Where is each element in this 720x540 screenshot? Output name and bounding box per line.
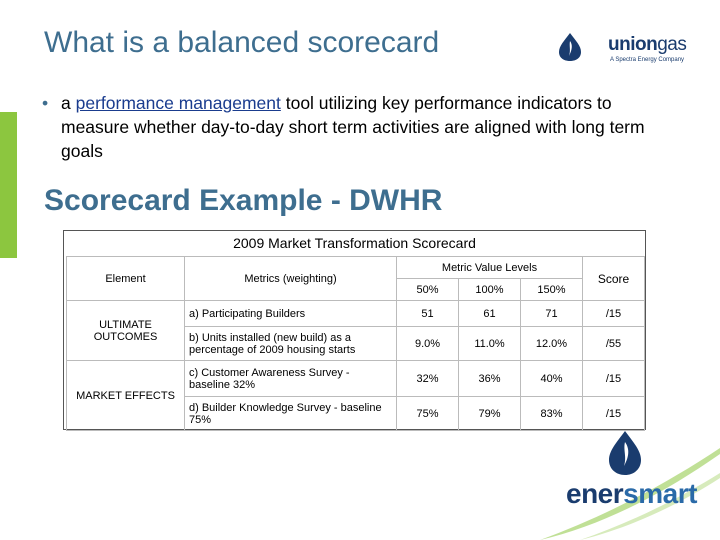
header-metric-value-levels: Metric Value Levels	[396, 256, 583, 279]
group-market-effects: MARKET EFFECTS	[66, 360, 185, 431]
smart-text: smart	[623, 478, 697, 509]
performance-management-link[interactable]: performance management	[75, 93, 281, 113]
bullet-dot: •	[42, 93, 49, 113]
value-150-cell: 12.0%	[520, 326, 583, 361]
section-subtitle: Scorecard Example - DWHR	[44, 184, 443, 217]
flame-drop-icon	[559, 33, 581, 61]
flame-drop-icon	[609, 431, 641, 475]
metric-cell: c) Customer Awareness Survey - baseline …	[184, 360, 397, 397]
union-text: union	[608, 34, 658, 55]
header-level-50: 50%	[396, 278, 459, 301]
value-50-cell: 75%	[396, 396, 459, 431]
scorecard-panel: 2009 Market Transformation Scorecard Ele…	[63, 230, 646, 431]
value-150-cell: 83%	[520, 396, 583, 431]
table-row: ULTIMATE OUTCOMES a) Participating Build…	[66, 300, 645, 361]
scorecard-table: Element Metrics (weighting) Metric Value…	[66, 256, 645, 431]
score-cell: /15	[582, 396, 645, 431]
union-gas-logo: uniongas A Spectra Energy Company	[558, 30, 708, 70]
header-element: Element	[66, 256, 185, 301]
header-score: Score	[582, 256, 645, 301]
slide-title: What is a balanced scorecard	[44, 26, 440, 59]
value-150-cell: 71	[520, 300, 583, 327]
definition-bullet: • a performance management tool utilizin…	[42, 91, 682, 163]
header-metrics: Metrics (weighting)	[184, 256, 397, 301]
value-100-cell: 79%	[458, 396, 521, 431]
value-100-cell: 11.0%	[458, 326, 521, 361]
table-row: d) Builder Knowledge Survey - baseline 7…	[67, 396, 645, 431]
gas-text: gas	[657, 34, 687, 55]
ener-text: ener	[566, 478, 624, 509]
header-level-100: 100%	[458, 278, 521, 301]
score-cell: /15	[582, 360, 645, 397]
scorecard-title: 2009 Market Transformation Scorecard	[233, 235, 476, 251]
enersmart-logo: enersmart	[540, 418, 720, 540]
bullet-prefix: a	[61, 93, 76, 113]
score-cell: /15	[582, 300, 645, 327]
table-row: b) Units installed (new build) as a perc…	[67, 326, 645, 361]
enersmart-wordmark: enersmart	[566, 478, 697, 510]
value-100-cell: 36%	[458, 360, 521, 397]
header-level-150: 150%	[520, 278, 583, 301]
union-gas-wordmark: uniongas	[608, 34, 687, 56]
value-100-cell: 61	[458, 300, 521, 327]
group-ultimate-outcomes: ULTIMATE OUTCOMES	[66, 300, 185, 361]
value-50-cell: 32%	[396, 360, 459, 397]
union-gas-tagline: A Spectra Energy Company	[610, 57, 685, 63]
bullet-rest: tool utilizing key performance indicator…	[61, 93, 645, 161]
metric-cell: d) Builder Knowledge Survey - baseline 7…	[184, 396, 397, 431]
accent-bar	[0, 112, 17, 258]
value-50-cell: 9.0%	[396, 326, 459, 361]
value-150-cell: 40%	[520, 360, 583, 397]
metric-cell: b) Units installed (new build) as a perc…	[184, 326, 397, 361]
score-cell: /55	[582, 326, 645, 361]
table-row: MARKET EFFECTS c) Customer Awareness Sur…	[66, 360, 645, 431]
value-50-cell: 51	[396, 300, 459, 327]
metric-cell: a) Participating Builders	[184, 300, 397, 327]
